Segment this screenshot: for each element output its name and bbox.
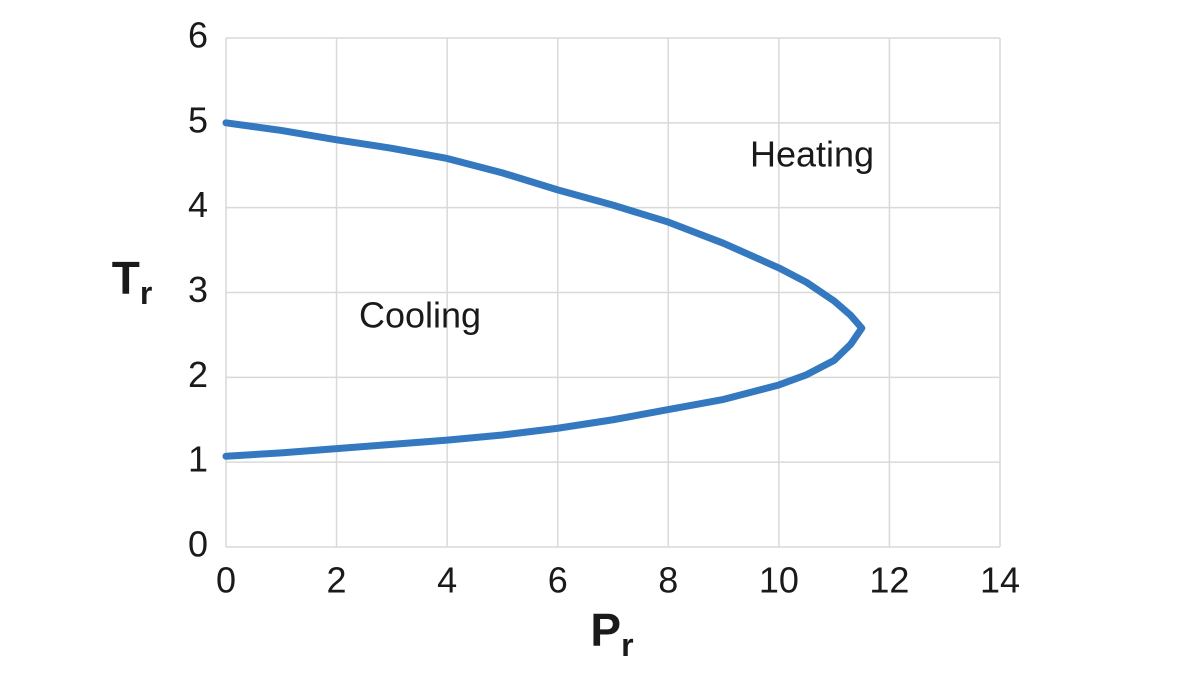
y-axis-label: Tr <box>112 252 153 311</box>
x-tick-label: 8 <box>658 560 678 601</box>
annotation: Heating <box>750 134 874 175</box>
x-tick-label: 0 <box>216 560 236 601</box>
x-tick-label: 12 <box>869 560 909 601</box>
x-tick-label: 6 <box>548 560 568 601</box>
x-tick-label: 10 <box>759 560 799 601</box>
y-tick-label: 3 <box>188 269 208 310</box>
x-tick-label: 14 <box>980 560 1020 601</box>
x-axis-label-sub: r <box>621 627 633 663</box>
y-tick-label: 5 <box>188 99 208 140</box>
y-tick-label: 1 <box>188 439 208 480</box>
y-tick-label: 0 <box>188 524 208 565</box>
y-axis-label-main: T <box>112 252 140 304</box>
data-line <box>222 119 866 460</box>
annotation: Cooling <box>359 295 481 336</box>
x-tick-label: 2 <box>327 560 347 601</box>
x-axis-label: Pr <box>590 604 633 663</box>
y-tick-label: 2 <box>188 354 208 395</box>
y-tick-label: 4 <box>188 184 208 225</box>
y-tick-label: 6 <box>188 15 208 56</box>
x-tick-label: 4 <box>437 560 457 601</box>
x-axis-label-main: P <box>590 604 621 656</box>
y-axis-label-sub: r <box>140 275 152 311</box>
